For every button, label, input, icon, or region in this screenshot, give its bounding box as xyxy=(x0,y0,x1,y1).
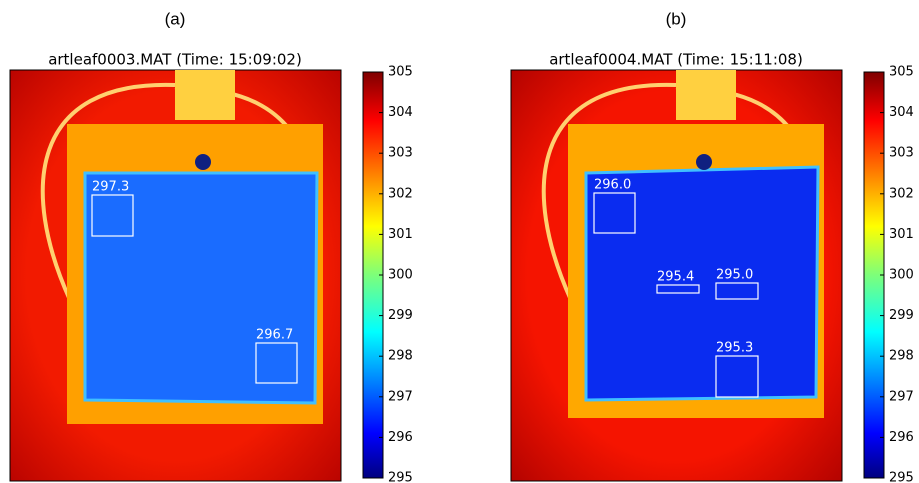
panel-title: artleaf0004.MAT (Time: 15:11:08) xyxy=(549,51,803,69)
colorbar-tick-label: 303 xyxy=(889,146,914,161)
leaf xyxy=(85,173,317,403)
roi-label: 295.3 xyxy=(716,341,753,356)
colorbar-tick-label: 299 xyxy=(388,308,413,323)
colorbar-tick-label: 303 xyxy=(388,146,413,161)
colorbar-tick-label: 296 xyxy=(388,430,413,445)
colorbar-tick-label: 305 xyxy=(388,65,413,80)
colorbar-tick-label: 304 xyxy=(889,105,914,120)
panel: (a) artleaf0003.MAT (Time: 15:09:02) 297.3… xyxy=(10,9,413,483)
colorbar-tick-label: 305 xyxy=(889,65,914,80)
figure: (a) artleaf0003.MAT (Time: 15:09:02) 297.3… xyxy=(0,0,919,483)
leaf xyxy=(586,167,818,400)
colorbar-tick-label: 302 xyxy=(889,186,914,201)
panel-label: (b) xyxy=(666,9,687,28)
colorbar-tick-label: 301 xyxy=(889,227,914,242)
colorbar-tick-label: 299 xyxy=(889,308,914,323)
colorbar-tick-label: 301 xyxy=(388,227,413,242)
roi-label: 296.7 xyxy=(256,328,293,343)
roi-label: 296.0 xyxy=(594,178,631,193)
colorbar-tick-label: 297 xyxy=(388,389,413,404)
stem-base xyxy=(195,154,211,170)
colorbar-tick-label: 298 xyxy=(388,349,413,364)
colorbar-tick-label: 298 xyxy=(889,349,914,364)
colorbar-tick-label: 295 xyxy=(889,471,914,483)
panel: (b) artleaf0004.MAT (Time: 15:11:08) 296.0… xyxy=(511,9,914,483)
panel-title: artleaf0003.MAT (Time: 15:09:02) xyxy=(48,51,302,69)
colorbar-tick-label: 300 xyxy=(388,268,413,283)
colorbar-tick-label: 304 xyxy=(388,105,413,120)
colorbar-tick-label: 297 xyxy=(889,389,914,404)
colorbar-tick-label: 295 xyxy=(388,471,413,483)
stem xyxy=(175,70,235,120)
roi-label: 297.3 xyxy=(92,180,129,195)
colorbar-tick-label: 300 xyxy=(889,268,914,283)
panel-label: (a) xyxy=(165,9,186,28)
roi-label: 295.4 xyxy=(657,270,694,285)
colorbar-tick-label: 302 xyxy=(388,186,413,201)
stem xyxy=(676,70,736,120)
colorbar-tick-label: 296 xyxy=(889,430,914,445)
stem-base xyxy=(696,154,712,170)
roi-label: 295.0 xyxy=(716,268,753,283)
